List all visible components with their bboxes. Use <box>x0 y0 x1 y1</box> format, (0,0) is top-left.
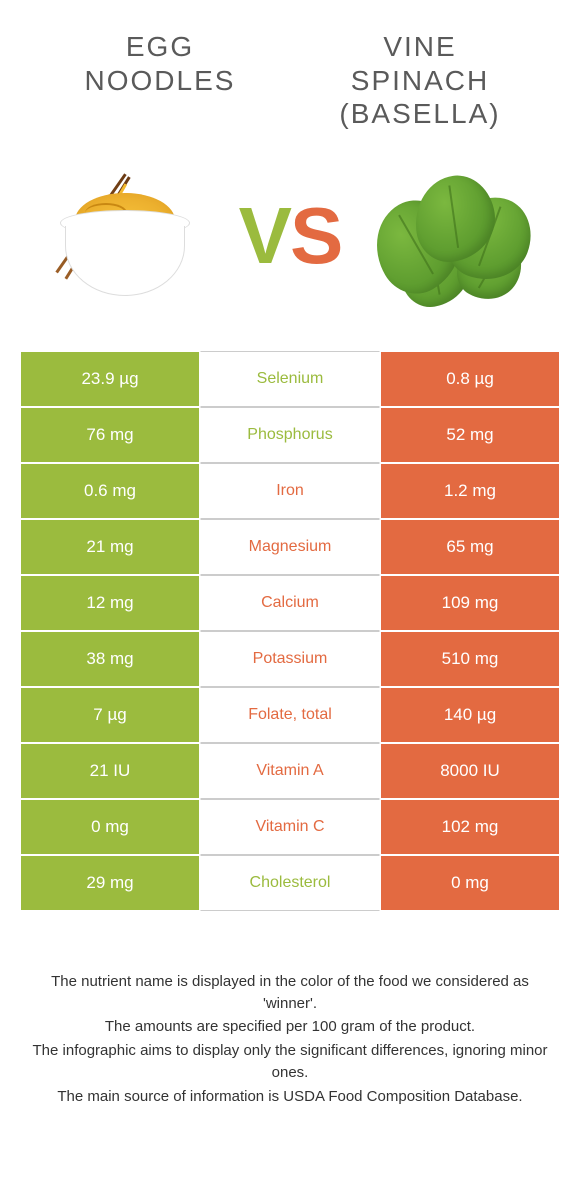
left-value: 29 mg <box>20 855 200 911</box>
footnote-line: The amounts are specified per 100 gram o… <box>30 1016 550 1038</box>
left-value: 38 mg <box>20 631 200 687</box>
left-value: 23.9 µg <box>20 351 200 407</box>
left-value: 21 mg <box>20 519 200 575</box>
nutrient-label: Phosphorus <box>200 407 380 463</box>
table-row: 21 mgMagnesium65 mg <box>20 519 560 575</box>
table-row: 38 mgPotassium510 mg <box>20 631 560 687</box>
vine-spinach-illustration <box>370 151 540 321</box>
table-row: 29 mgCholesterol0 mg <box>20 855 560 911</box>
left-food-title: Egg noodles <box>40 30 280 131</box>
left-value: 21 IU <box>20 743 200 799</box>
table-row: 23.9 µgSelenium0.8 µg <box>20 351 560 407</box>
right-food-line2: spinach <box>351 65 489 96</box>
right-value: 1.2 mg <box>380 463 560 519</box>
vs-s: S <box>290 191 341 280</box>
vs-v: V <box>239 191 290 280</box>
right-value: 8000 IU <box>380 743 560 799</box>
table-row: 7 µgFolate, total140 µg <box>20 687 560 743</box>
hero-row: VS <box>0 141 580 351</box>
footnote-line: The infographic aims to display only the… <box>30 1040 550 1084</box>
nutrient-label: Vitamin A <box>200 743 380 799</box>
nutrient-table: 23.9 µgSelenium0.8 µg76 mgPhosphorus52 m… <box>20 351 560 911</box>
right-food-line1: Vine <box>383 31 456 62</box>
right-value: 0 mg <box>380 855 560 911</box>
nutrient-label: Magnesium <box>200 519 380 575</box>
left-value: 76 mg <box>20 407 200 463</box>
left-value: 12 mg <box>20 575 200 631</box>
left-value: 0.6 mg <box>20 463 200 519</box>
nutrient-label: Selenium <box>200 351 380 407</box>
nutrient-label: Iron <box>200 463 380 519</box>
vs-label: VS <box>239 190 342 282</box>
footnote-line: The nutrient name is displayed in the co… <box>30 971 550 1015</box>
bowl-body-icon <box>65 226 185 296</box>
table-row: 0.6 mgIron1.2 mg <box>20 463 560 519</box>
right-food-title: Vine spinach (basella) <box>300 30 540 131</box>
footnotes: The nutrient name is displayed in the co… <box>30 971 550 1108</box>
footnote-line: The main source of information is USDA F… <box>30 1086 550 1108</box>
nutrient-label: Potassium <box>200 631 380 687</box>
header: Egg noodles Vine spinach (basella) <box>0 0 580 141</box>
right-value: 102 mg <box>380 799 560 855</box>
nutrient-label: Vitamin C <box>200 799 380 855</box>
right-value: 109 mg <box>380 575 560 631</box>
left-food-line1: Egg <box>126 31 194 62</box>
table-row: 21 IUVitamin A8000 IU <box>20 743 560 799</box>
nutrient-label: Calcium <box>200 575 380 631</box>
left-value: 0 mg <box>20 799 200 855</box>
nutrient-label: Folate, total <box>200 687 380 743</box>
right-value: 52 mg <box>380 407 560 463</box>
left-food-line2: noodles <box>85 65 236 96</box>
table-row: 12 mgCalcium109 mg <box>20 575 560 631</box>
right-value: 510 mg <box>380 631 560 687</box>
left-value: 7 µg <box>20 687 200 743</box>
right-food-line3: (basella) <box>339 98 500 129</box>
right-value: 0.8 µg <box>380 351 560 407</box>
table-row: 76 mgPhosphorus52 mg <box>20 407 560 463</box>
nutrient-label: Cholesterol <box>200 855 380 911</box>
right-value: 140 µg <box>380 687 560 743</box>
egg-noodles-illustration <box>40 151 210 321</box>
right-value: 65 mg <box>380 519 560 575</box>
table-row: 0 mgVitamin C102 mg <box>20 799 560 855</box>
